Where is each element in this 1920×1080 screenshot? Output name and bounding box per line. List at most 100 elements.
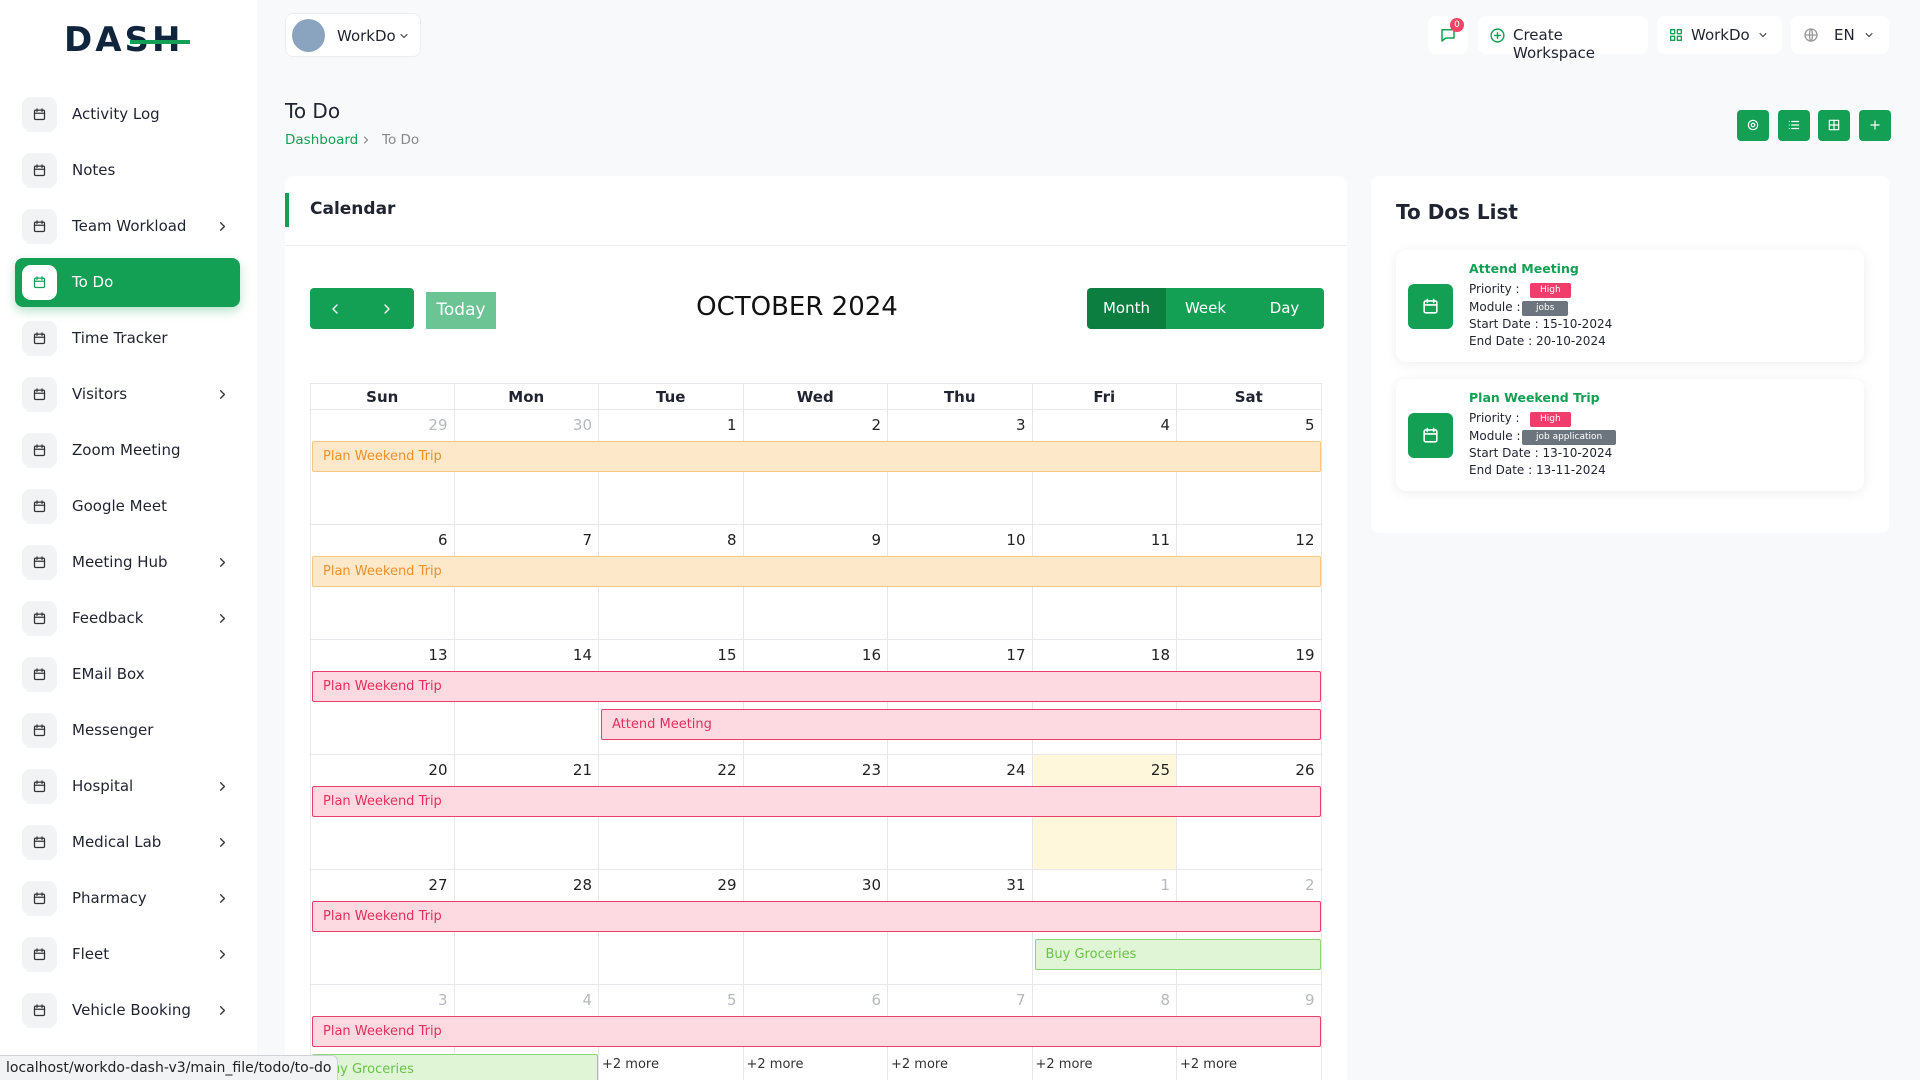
day-number: 6 — [871, 991, 881, 1009]
event[interactable]: Plan Weekend Trip — [312, 786, 1321, 817]
weekday-header: Mon — [454, 383, 599, 410]
sidebar-icon — [33, 444, 46, 457]
chat-button[interactable]: 0 — [1428, 16, 1468, 54]
sidebar-item[interactable]: Notes — [15, 146, 240, 195]
day-cell[interactable]: 2 — [1177, 870, 1322, 985]
calendar-divider — [285, 245, 1347, 246]
sidebar-item[interactable]: Fleet — [15, 930, 240, 979]
sidebar-item[interactable]: Feedback — [15, 594, 240, 643]
day-number: 30 — [861, 876, 881, 894]
sidebar-item[interactable]: EMail Box — [15, 650, 240, 699]
plus-circle-icon — [1490, 28, 1505, 43]
sidebar-icon-box — [22, 713, 57, 748]
sidebar-icon — [33, 276, 46, 289]
todo-item[interactable]: Attend Meeting Priority : High Module : jobs… — [1396, 250, 1864, 362]
module-label: Module : — [1469, 429, 1521, 443]
day-number: 18 — [1150, 646, 1170, 664]
day-number: 7 — [582, 531, 592, 549]
sidebar-item[interactable]: Hospital — [15, 762, 240, 811]
action-icon — [1788, 120, 1799, 130]
sidebar-label: Meeting Hub — [72, 553, 168, 571]
view-button[interactable]: Month — [1087, 288, 1166, 329]
event[interactable]: Buy Groceries — [312, 1054, 598, 1080]
event[interactable]: Plan Weekend Trip — [312, 441, 1321, 472]
sidebar-item[interactable]: Time Tracker — [15, 314, 240, 363]
sidebar-label: Visitors — [72, 385, 128, 403]
user-workspace-button[interactable]: WorkDo — [1657, 16, 1782, 54]
more-link[interactable]: +2 more — [1180, 1057, 1237, 1072]
sidebar-item[interactable]: To Do — [15, 258, 240, 307]
sidebar-icon — [33, 164, 46, 177]
view-button[interactable]: Week — [1166, 288, 1245, 329]
prev-button[interactable] — [327, 301, 343, 317]
sidebar-item[interactable]: Meeting Hub — [15, 538, 240, 587]
sidebar-icon — [33, 500, 46, 513]
event[interactable]: Plan Weekend Trip — [312, 671, 1321, 702]
day-number: 8 — [726, 531, 737, 549]
day-cell[interactable]: 26 — [1177, 755, 1322, 870]
sidebar-item[interactable]: Vehicle Booking — [15, 986, 240, 1035]
event[interactable]: Plan Weekend Trip — [312, 556, 1321, 587]
day-number: 5 — [1304, 416, 1315, 434]
day-number: 9 — [1304, 991, 1315, 1009]
action-button[interactable] — [1737, 110, 1769, 141]
sidebar-item[interactable]: Activity Log — [15, 90, 240, 139]
next-button[interactable] — [379, 301, 395, 317]
sidebar-label: Google Meet — [72, 497, 167, 515]
breadcrumb-link[interactable]: Dashboard — [285, 132, 359, 148]
sidebar-label: Time Tracker — [72, 329, 168, 347]
action-button[interactable] — [1858, 110, 1891, 141]
sidebar-icon — [33, 780, 46, 793]
sidebar-item[interactable]: Pharmacy — [15, 874, 240, 923]
more-link[interactable]: +2 more — [746, 1057, 804, 1072]
sidebar-icon-box — [22, 769, 57, 804]
weekday-header: Sat — [1177, 383, 1322, 410]
todo-item[interactable]: Plan Weekend Trip Priority : High Module :j… — [1396, 379, 1864, 491]
day-number: 5 — [726, 991, 737, 1009]
sidebar-icon-box — [22, 433, 57, 468]
day-number: 11 — [1150, 531, 1170, 549]
action-button[interactable] — [1777, 110, 1810, 141]
day-cell[interactable]: 9 +2 more — [1177, 985, 1322, 1080]
day-cell[interactable]: 19 — [1177, 640, 1322, 755]
day-number: 16 — [861, 646, 881, 664]
sidebar-icon — [33, 724, 46, 737]
action-button[interactable] — [1818, 110, 1850, 141]
more-link[interactable]: +2 more — [891, 1057, 948, 1072]
globe-icon — [1804, 28, 1818, 42]
sidebar-item[interactable]: Visitors — [15, 370, 240, 419]
view-button[interactable]: Day — [1245, 288, 1324, 329]
today-button[interactable]: Today — [426, 292, 496, 329]
sidebar-icon-box — [22, 97, 57, 132]
day-cell[interactable]: 12 — [1177, 525, 1322, 640]
more-link[interactable]: +2 more — [1035, 1057, 1093, 1072]
language-button[interactable]: EN — [1791, 16, 1889, 54]
weekday-header: Thu — [888, 383, 1033, 410]
sidebar: DASH Activity Log Notes Team Workload To Do T… — [0, 0, 257, 1080]
sidebar-label: Feedback — [72, 609, 144, 627]
priority-label: Priority : — [1469, 282, 1520, 296]
event[interactable]: Plan Weekend Trip — [312, 901, 1321, 932]
sidebar-item[interactable]: Messenger — [15, 706, 240, 755]
sidebar-icon-box — [22, 657, 57, 692]
todo-calendar-icon — [1423, 427, 1438, 443]
sidebar-item[interactable]: Medical Lab — [15, 818, 240, 867]
day-number: 30 — [572, 416, 592, 434]
priority-label: Priority : — [1469, 411, 1520, 425]
create-workspace-button[interactable]: Create Workspace — [1478, 16, 1648, 62]
sidebar-item[interactable]: Zoom Meeting — [15, 426, 240, 475]
event[interactable]: Buy Groceries — [1034, 939, 1321, 970]
day-number: 31 — [1006, 876, 1026, 894]
calendar-accent — [285, 193, 289, 227]
workspace-switcher[interactable]: WorkDo — [285, 13, 421, 57]
more-link[interactable]: +2 more — [602, 1057, 659, 1072]
sidebar-item[interactable]: Team Workload — [15, 202, 240, 251]
day-number: 1 — [726, 416, 737, 434]
sidebar-label: To Do — [72, 273, 114, 291]
calendar-card: Calendar Today OCTOBER 2024 Month Week Day Sun… — [285, 176, 1347, 1080]
day-cell[interactable]: 5 — [1177, 410, 1322, 525]
event[interactable]: Plan Weekend Trip — [312, 1016, 1321, 1047]
sidebar-item[interactable]: Google Meet — [15, 482, 240, 531]
sidebar-icon-box — [22, 321, 57, 356]
event[interactable]: Attend Meeting — [601, 709, 1321, 740]
